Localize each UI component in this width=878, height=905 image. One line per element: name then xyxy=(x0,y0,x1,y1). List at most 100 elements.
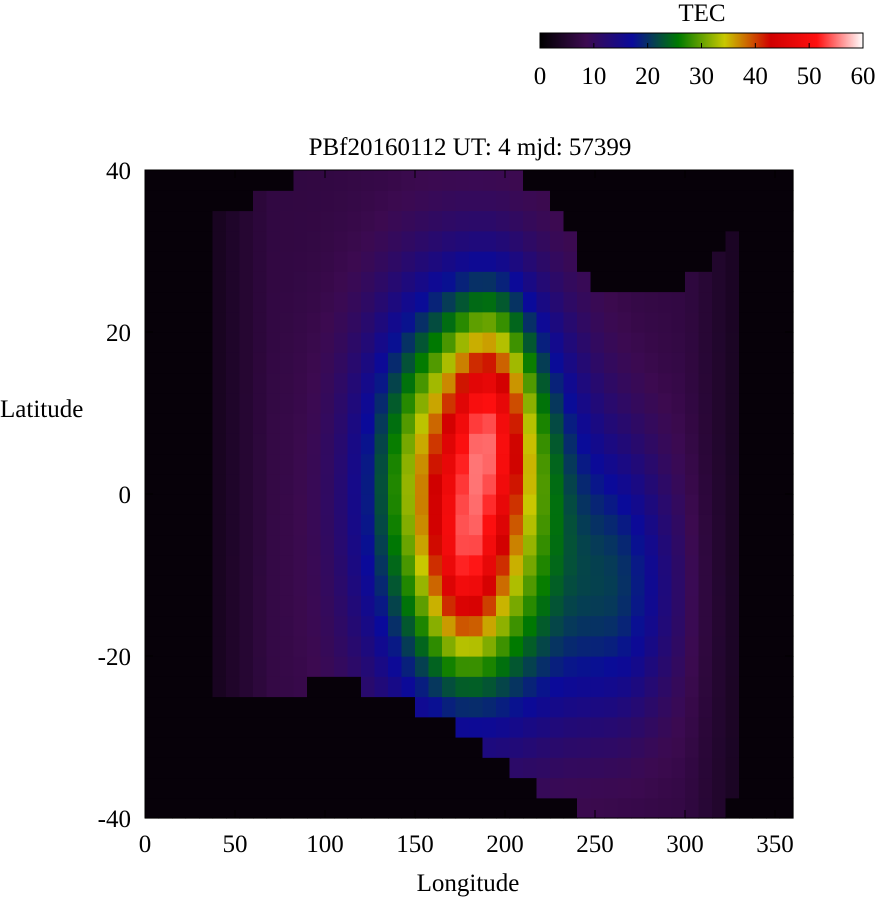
heatmap-cell xyxy=(226,696,241,718)
heatmap-cell xyxy=(253,473,268,495)
heatmap-cell xyxy=(158,757,173,779)
heatmap-cell xyxy=(280,291,295,313)
heatmap-cell xyxy=(172,352,187,374)
heatmap-cell xyxy=(280,352,295,374)
heatmap-cell xyxy=(388,352,403,374)
heatmap-cell xyxy=(158,230,173,252)
heatmap-cell xyxy=(644,190,659,212)
colorbar-tick-label: 50 xyxy=(797,63,822,90)
heatmap-cell xyxy=(617,635,632,657)
heatmap-cell xyxy=(482,271,497,293)
heatmap-cell xyxy=(482,332,497,353)
heatmap-cell xyxy=(442,534,457,556)
heatmap-cell xyxy=(239,656,254,677)
heatmap-cell xyxy=(442,615,457,637)
heatmap-cell xyxy=(172,737,187,758)
heatmap-cell xyxy=(442,291,457,313)
heatmap-cell xyxy=(671,716,686,738)
heatmap-cell xyxy=(253,453,268,475)
heatmap-cell xyxy=(671,372,686,394)
heatmap-cell xyxy=(307,372,322,394)
heatmap-cell xyxy=(374,453,389,475)
heatmap-cell xyxy=(779,676,794,698)
heatmap-cell xyxy=(617,656,632,677)
heatmap-cell xyxy=(145,696,160,718)
heatmap-cell xyxy=(631,757,646,779)
heatmap-cell xyxy=(496,534,511,556)
x-tick-label: 50 xyxy=(223,831,248,858)
heatmap-cell xyxy=(334,635,349,657)
heatmap-cell xyxy=(361,514,376,536)
heatmap-cell xyxy=(212,311,227,333)
heatmap-cell xyxy=(766,291,781,313)
heatmap-cell xyxy=(253,595,268,617)
heatmap-cell xyxy=(617,615,632,637)
heatmap-cell xyxy=(172,757,187,779)
heatmap-cell xyxy=(145,716,160,738)
heatmap-cell xyxy=(388,392,403,414)
heatmap-cell xyxy=(482,676,497,698)
heatmap-cell xyxy=(658,230,673,252)
heatmap-cell xyxy=(199,291,214,313)
heatmap-cell xyxy=(374,575,389,596)
heatmap-cell xyxy=(401,656,416,677)
heatmap-cell xyxy=(752,615,767,637)
heatmap-cell xyxy=(172,797,187,819)
heatmap-cell xyxy=(563,656,578,677)
heatmap-cell xyxy=(658,635,673,657)
heatmap-cell xyxy=(671,554,686,576)
heatmap-cell xyxy=(712,210,727,232)
heatmap-cell xyxy=(577,554,592,576)
heatmap-cell xyxy=(671,797,686,819)
heatmap-cell xyxy=(253,311,268,333)
heatmap-cell xyxy=(631,433,646,455)
heatmap-cell xyxy=(374,392,389,414)
heatmap-cell xyxy=(401,514,416,536)
y-axis-label: Latitude xyxy=(0,396,83,423)
heatmap-cell xyxy=(334,392,349,414)
heatmap-cell xyxy=(739,494,754,515)
heatmap-cell xyxy=(698,170,713,191)
heatmap-cell xyxy=(698,473,713,495)
heatmap-cell xyxy=(631,575,646,596)
heatmap-cell xyxy=(496,716,511,738)
heatmap-cell xyxy=(334,757,349,779)
heatmap-cell xyxy=(671,575,686,596)
heatmap-cell xyxy=(307,392,322,414)
heatmap-cell xyxy=(239,595,254,617)
heatmap-cell xyxy=(590,392,605,414)
heatmap-cell xyxy=(779,170,794,191)
heatmap-cell xyxy=(604,251,619,272)
heatmap-cell xyxy=(536,372,551,394)
heatmap-cell xyxy=(320,170,335,191)
heatmap-cell xyxy=(293,676,308,698)
heatmap-cell xyxy=(347,170,362,191)
heatmap-cell xyxy=(509,190,524,212)
heatmap-cell xyxy=(482,453,497,475)
heatmap-cell xyxy=(752,392,767,414)
heatmap-cell xyxy=(361,210,376,232)
heatmap-cell xyxy=(401,352,416,374)
heatmap-cell xyxy=(239,190,254,212)
heatmap-cell xyxy=(172,251,187,272)
heatmap-cell xyxy=(752,210,767,232)
heatmap-cell xyxy=(752,352,767,374)
heatmap-cell xyxy=(388,170,403,191)
heatmap-cell xyxy=(212,534,227,556)
heatmap-cell xyxy=(725,230,740,252)
heatmap-cell xyxy=(631,716,646,738)
heatmap-cell xyxy=(779,190,794,212)
heatmap-cell xyxy=(523,615,538,637)
heatmap-cell xyxy=(293,494,308,515)
heatmap-cell xyxy=(577,473,592,495)
heatmap-cell xyxy=(401,392,416,414)
heatmap-cell xyxy=(212,716,227,738)
heatmap-cell xyxy=(631,514,646,536)
heatmap-cell xyxy=(293,433,308,455)
heatmap-cell xyxy=(482,494,497,515)
heatmap-cell xyxy=(631,595,646,617)
heatmap-cell xyxy=(401,716,416,738)
heatmap-cell xyxy=(374,676,389,698)
heatmap-cell xyxy=(698,311,713,333)
heatmap-cell xyxy=(779,737,794,758)
